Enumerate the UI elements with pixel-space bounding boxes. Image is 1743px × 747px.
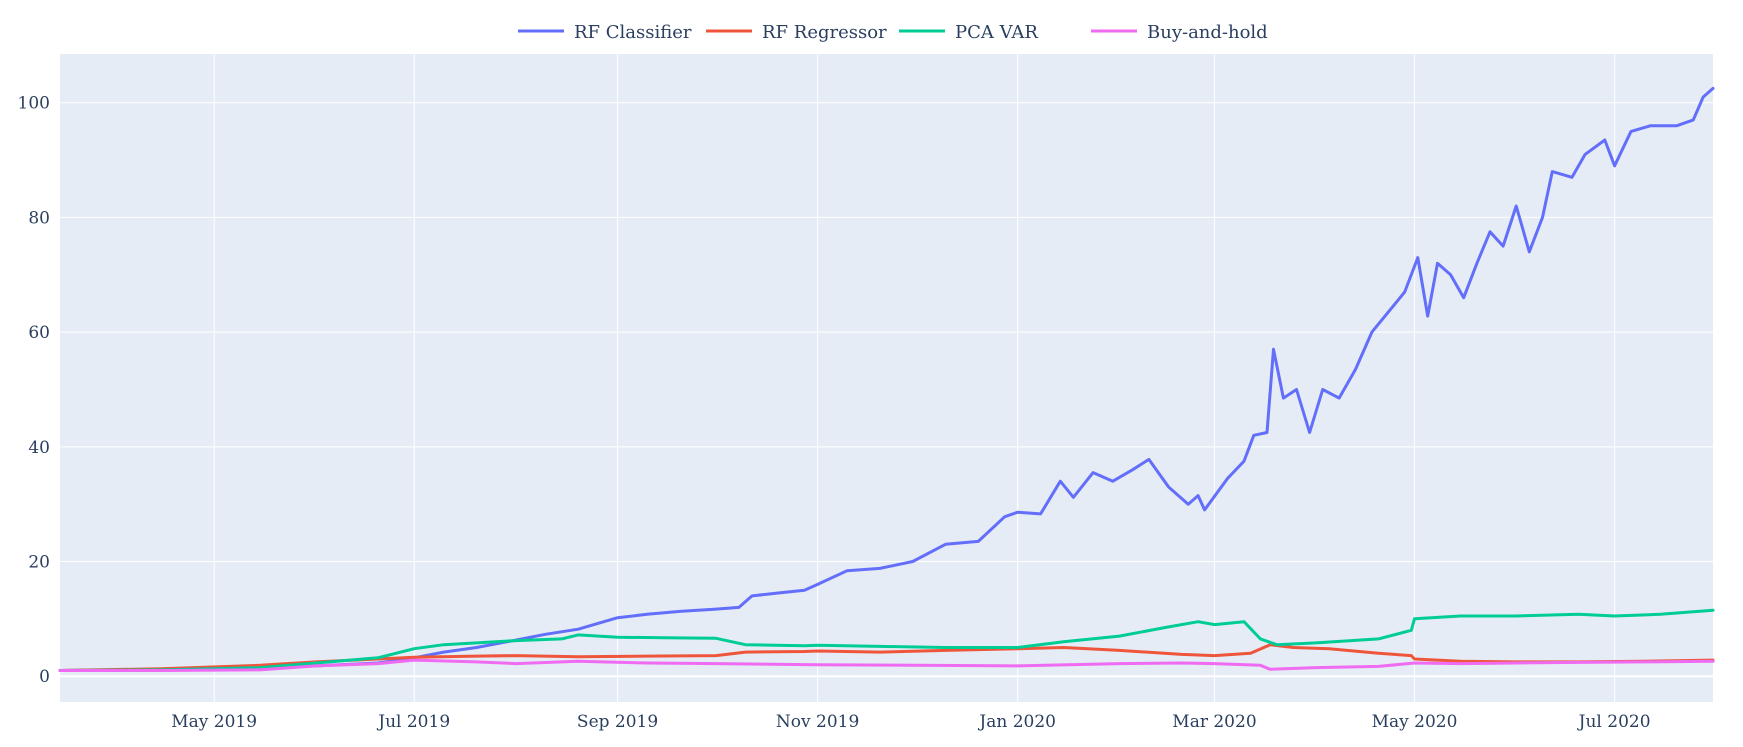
x-tick-label: Jul 2020 <box>1577 712 1651 732</box>
legend-label: RF Classifier <box>574 22 692 43</box>
y-tick-label: 20 <box>28 553 50 573</box>
x-tick-label: May 2020 <box>1372 712 1458 732</box>
legend[interactable]: RF Classifier RF Regressor PCA VAR Buy-and-… <box>518 22 1268 43</box>
series-line-buy-and-hold <box>58 658 1715 672</box>
series-lines <box>58 86 1715 672</box>
x-axis: May 2019 Jul 2019 Sep 2019 Nov 2019 Jan 2020… <box>171 712 1650 732</box>
plot-area <box>60 54 1713 702</box>
legend-item-buy-and-hold[interactable]: Buy-and-hold <box>1091 22 1268 43</box>
x-tick-label: Nov 2019 <box>776 712 859 732</box>
legend-label: RF Regressor <box>762 22 887 43</box>
x-tick-label: Jan 2020 <box>977 712 1056 732</box>
x-tick-label: Sep 2019 <box>577 712 658 732</box>
x-tick-label: Jul 2019 <box>376 712 450 732</box>
y-tick-label: 100 <box>18 94 50 114</box>
legend-label: Buy-and-hold <box>1147 22 1268 43</box>
y-tick-label: 40 <box>28 438 50 458</box>
y-tick-label: 60 <box>28 323 50 343</box>
series-line-pca-var <box>58 608 1715 672</box>
legend-item-rf-regressor[interactable]: RF Regressor <box>706 22 887 43</box>
x-tick-label: Mar 2020 <box>1172 712 1256 732</box>
series-line-rf-classifier <box>58 86 1715 672</box>
legend-item-rf-classifier[interactable]: RF Classifier <box>518 22 692 43</box>
grid <box>60 54 1713 702</box>
legend-label: PCA VAR <box>955 22 1038 43</box>
y-tick-label: 80 <box>28 208 50 228</box>
x-tick-label: May 2019 <box>171 712 257 732</box>
y-axis: 0 20 40 60 80 100 <box>18 94 50 687</box>
y-tick-label: 0 <box>39 667 50 687</box>
legend-item-pca-var[interactable]: PCA VAR <box>899 22 1038 43</box>
